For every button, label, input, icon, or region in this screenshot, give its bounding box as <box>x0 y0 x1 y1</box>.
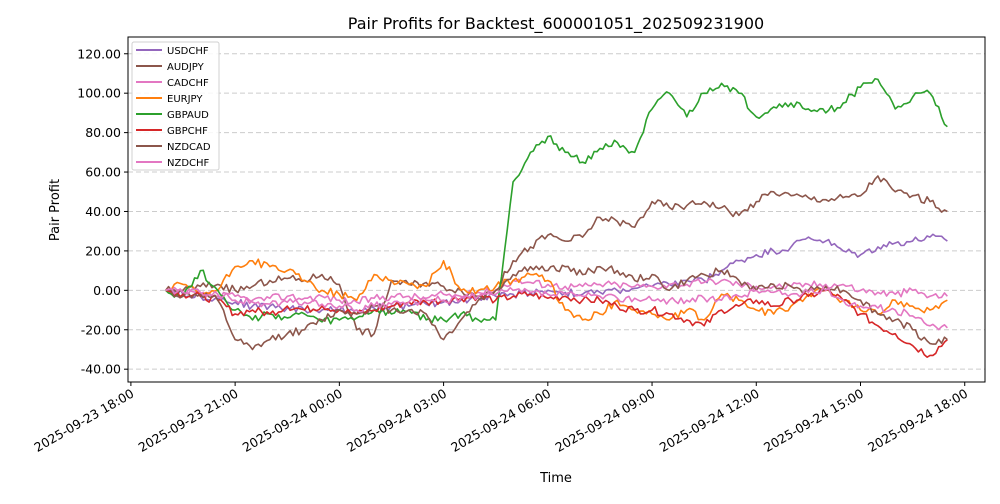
x-tick-label: 2025-09-24 03:00 <box>344 386 449 455</box>
y-tick-label: 60.00 <box>85 165 121 180</box>
series-line-gbpaud <box>165 77 948 325</box>
series-line-usdchf <box>165 233 948 315</box>
legend-label-nzdcad: NZDCAD <box>167 142 211 153</box>
y-axis-ticks: -40.00 -20.00 0.00 20.00 40.00 60.00 80.00 100.… <box>77 46 128 377</box>
x-tick-label: 2025-09-24 15:00 <box>761 386 866 455</box>
y-tick-label: -20.00 <box>81 322 121 337</box>
y-axis-label: Pair Profit <box>48 179 63 241</box>
x-tick-label: 2025-09-23 18:00 <box>31 386 136 455</box>
x-tick-label: 2025-09-24 09:00 <box>552 386 657 455</box>
legend-label-nzdchf: NZDCHF <box>167 158 210 169</box>
grid-lines <box>128 53 985 370</box>
y-tick-label: 80.00 <box>85 125 121 140</box>
x-tick-label: 2025-09-24 00:00 <box>240 386 345 455</box>
x-tick-label: 2025-09-24 12:00 <box>657 386 762 455</box>
legend: USDCHF AUDJPY CADCHF EURJPY GBPAUD GBPCHF NZDC… <box>131 41 220 171</box>
legend-label-eurjpy: EURJPY <box>167 94 203 105</box>
x-tick-label: 2025-09-23 21:00 <box>136 386 241 455</box>
chart-title: Pair Profits for Backtest_600001051_2025… <box>348 14 764 34</box>
x-tick-label: 2025-09-24 18:00 <box>865 386 970 455</box>
legend-label-gbpchf: GBPCHF <box>167 126 208 137</box>
y-tick-label: 0.00 <box>93 283 121 298</box>
y-tick-label: 20.00 <box>85 243 121 258</box>
y-tick-label: -40.00 <box>81 362 121 377</box>
x-tick-label: 2025-09-24 06:00 <box>448 386 553 455</box>
y-tick-label: 100.00 <box>77 86 121 101</box>
series-line-eurjpy <box>165 258 948 322</box>
y-tick-label: 40.00 <box>85 204 121 219</box>
series-line-nzdcad <box>165 264 948 351</box>
legend-box <box>131 41 220 171</box>
series-line-audjpy <box>165 175 948 338</box>
legend-label-cadchf: CADCHF <box>167 78 209 89</box>
plot-frame <box>127 36 986 383</box>
y-tick-label: 120.00 <box>77 46 121 61</box>
legend-label-gbpaud: GBPAUD <box>167 110 209 121</box>
series-lines <box>165 77 948 358</box>
legend-label-usdchf: USDCHF <box>167 46 209 57</box>
x-axis-ticks: 2025-09-23 18:00 2025-09-23 21:00 2025-09-… <box>31 382 970 455</box>
legend-label-audjpy: AUDJPY <box>167 62 205 73</box>
series-line-nzdchf <box>165 286 948 331</box>
x-axis-label: Time <box>539 471 572 486</box>
